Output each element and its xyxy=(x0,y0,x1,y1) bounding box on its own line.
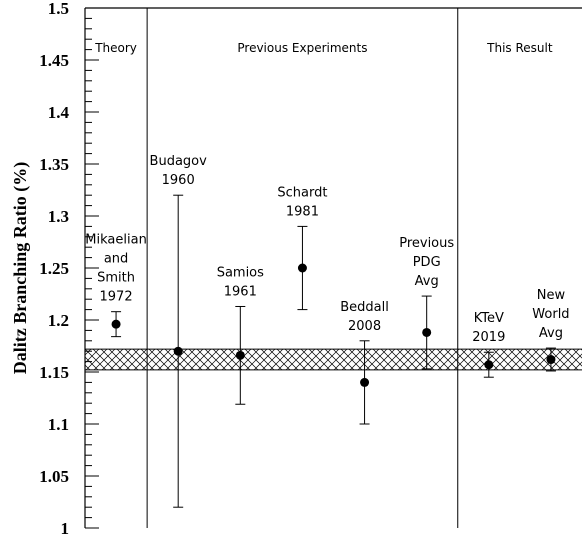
data-point-label: Samios xyxy=(217,265,264,280)
data-point-label: 1972 xyxy=(100,290,133,305)
data-point-group: Beddall 2008 xyxy=(340,300,389,425)
y-tick-label: 1.15 xyxy=(39,363,69,382)
data-point-label: Previous xyxy=(399,236,454,251)
data-point-label: New xyxy=(537,288,566,303)
y-tick-label: 1.05 xyxy=(39,467,69,486)
data-point-label: Avg xyxy=(415,274,439,289)
data-point-label: 1960 xyxy=(162,173,195,188)
data-point-label: 1981 xyxy=(286,204,319,219)
data-point-label: Mikaelian xyxy=(85,233,147,248)
data-point-label: Smith xyxy=(97,271,135,286)
data-point xyxy=(173,346,183,356)
data-point xyxy=(111,319,121,329)
data-point-label: 1961 xyxy=(224,284,257,299)
y-tick-label: 1.35 xyxy=(39,155,69,174)
data-point xyxy=(484,360,494,370)
data-point-group: Previous PDG Avg xyxy=(399,236,454,370)
data-point-label: PDG xyxy=(413,255,441,270)
section-label: This Result xyxy=(486,41,553,55)
data-point xyxy=(546,355,556,365)
y-tick-label: 1.1 xyxy=(48,415,69,434)
data-point-group: KTeV 2019 xyxy=(472,311,505,378)
data-point-label: World xyxy=(532,307,569,322)
data-point-label: 2008 xyxy=(348,319,381,334)
data-point-label: Avg xyxy=(539,326,563,341)
y-tick-label: 1.4 xyxy=(48,103,70,122)
data-point xyxy=(422,327,432,337)
data-point-label: 2019 xyxy=(472,330,505,345)
y-tick-label: 1.2 xyxy=(48,311,69,330)
data-point-group: Budagov 1960 xyxy=(150,154,208,508)
data-point-label: KTeV xyxy=(474,311,504,326)
data-point xyxy=(360,377,370,387)
data-point-label: and xyxy=(104,252,128,267)
y-axis: 1 1.05 1.1 1.15 1.2 1.25 1.3 1.35 1.4 1.45 1.5 xyxy=(39,0,99,538)
section-label: Theory xyxy=(94,41,137,55)
y-tick-label: 1.3 xyxy=(48,207,69,226)
data-point-group: Mikaelian and Smith 1972 xyxy=(85,233,147,338)
y-tick-label: 1.5 xyxy=(48,0,69,18)
band-fill xyxy=(85,349,582,370)
world-average-band xyxy=(85,348,582,371)
data-point-label: Beddall xyxy=(340,300,389,315)
y-axis-label: Dalitz Branching Ratio (%) xyxy=(10,162,31,374)
y-tick-label: 1.45 xyxy=(39,51,69,70)
y-tick-label: 1 xyxy=(61,519,70,538)
data-point-label: Schardt xyxy=(277,185,327,200)
data-points: Mikaelian and Smith 1972 Budagov 1960 Samios 19… xyxy=(85,154,570,508)
data-point-group: Samios 1961 xyxy=(217,265,264,405)
data-point-group: New World Avg xyxy=(532,288,570,372)
data-point-label: Budagov xyxy=(150,154,208,169)
plot-frame xyxy=(84,7,582,528)
y-tick-label: 1.25 xyxy=(39,259,69,278)
section-label: Previous Experiments xyxy=(237,41,367,55)
data-point xyxy=(297,263,307,273)
section-headers: Theory Previous Experiments This Result xyxy=(94,41,553,55)
data-point xyxy=(235,350,245,360)
data-point-group: Schardt 1981 xyxy=(277,185,327,311)
